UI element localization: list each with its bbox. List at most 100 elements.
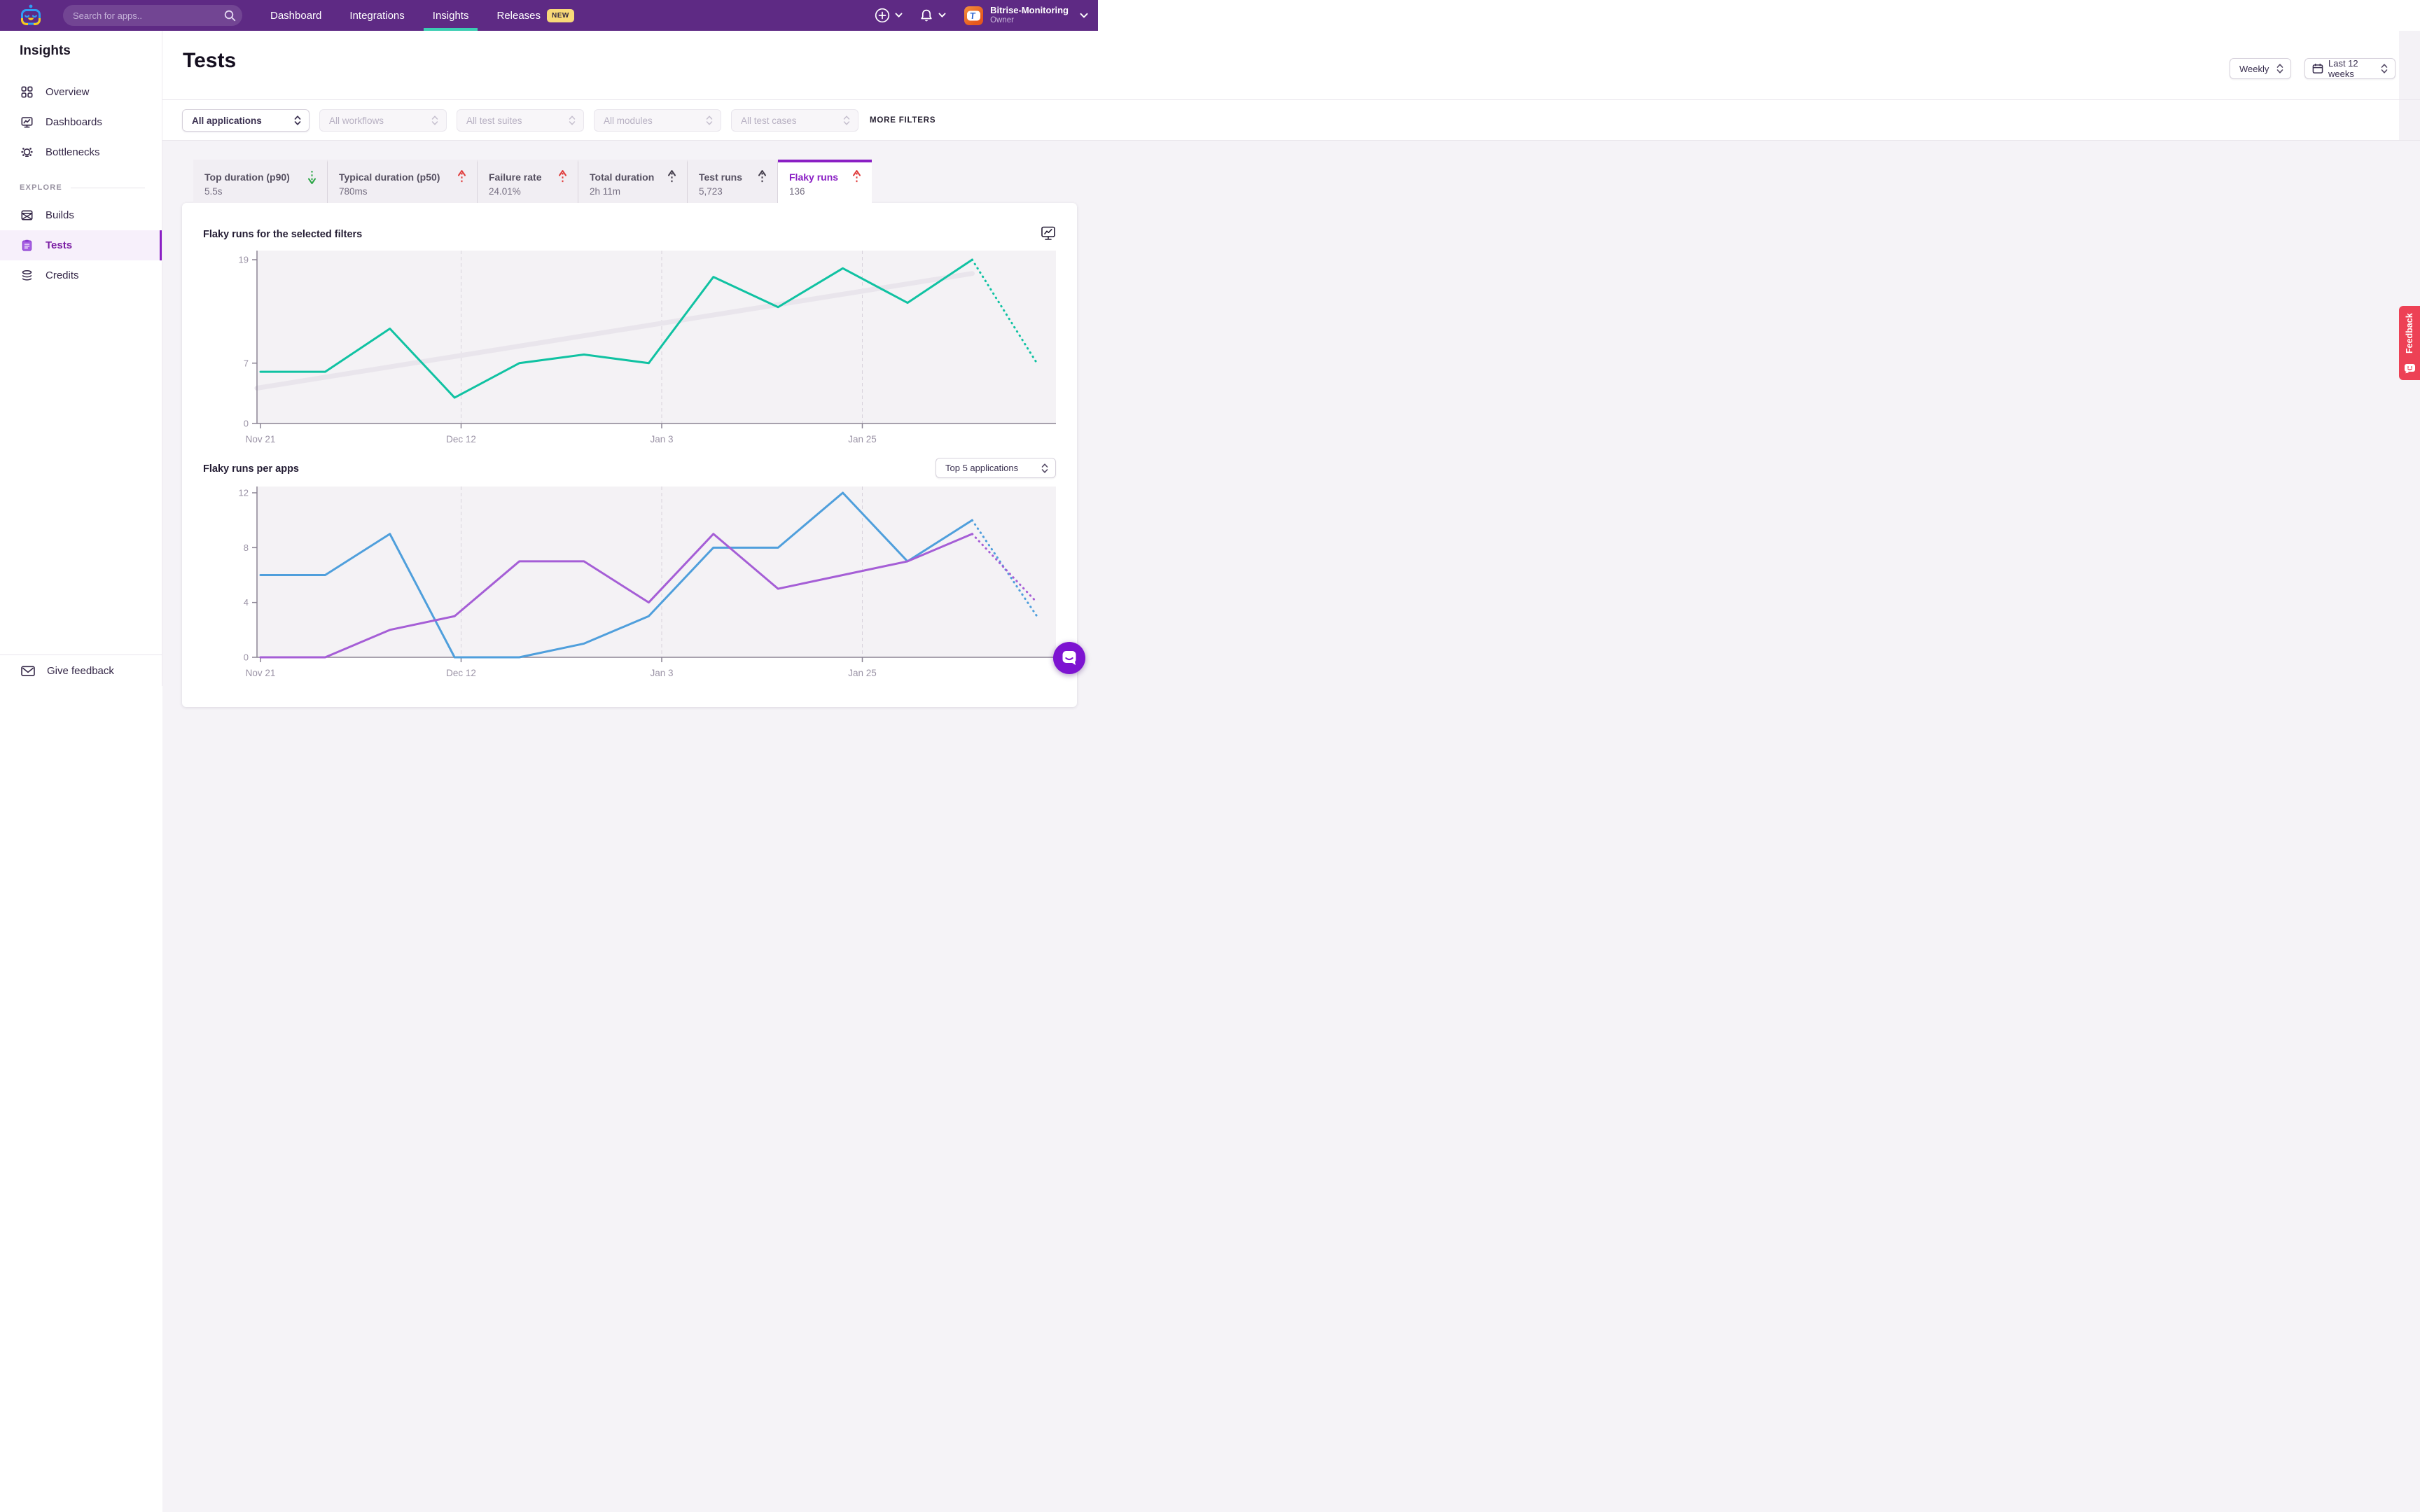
sidebar-item-label: Bottlenecks bbox=[46, 146, 100, 158]
top-nav: Dashboard Integrations Insights Releases… bbox=[0, 0, 1098, 31]
metric-tabs: Top duration (p90) 5.5s Typical duration… bbox=[193, 160, 872, 203]
svg-text:T: T bbox=[969, 10, 976, 21]
nav-right-cluster: T Bitrise-Monitoring Owner bbox=[875, 0, 1088, 31]
search-input[interactable] bbox=[63, 5, 242, 26]
sidebar-title: Insights bbox=[20, 43, 71, 58]
metric-value: 5,723 bbox=[699, 186, 723, 197]
main-content: Tests Weekly Last 12 weeks All applicati… bbox=[162, 31, 2420, 1512]
tests-clipboard-icon bbox=[21, 239, 33, 251]
select-chevrons-icon bbox=[2381, 63, 2388, 74]
give-feedback-button[interactable]: Give feedback bbox=[0, 654, 162, 686]
search-icon bbox=[224, 10, 236, 22]
metric-value: 780ms bbox=[339, 186, 368, 197]
nav-item-dashboard[interactable]: Dashboard bbox=[270, 9, 322, 22]
section-label: EXPLORE bbox=[20, 183, 62, 192]
filter-test-cases: All test cases bbox=[731, 109, 858, 132]
flaky-runs-chart: 0 7 19 Nov 21 Dec 12 Jan 3 Jan 25 bbox=[239, 251, 1056, 444]
select-chevrons-icon bbox=[431, 115, 438, 126]
more-filters-button[interactable]: MORE FILTERS bbox=[870, 116, 936, 125]
sidebar-item-builds[interactable]: Builds bbox=[0, 200, 162, 230]
filters-divider bbox=[162, 140, 2420, 141]
tab-total-duration[interactable]: Total duration 2h 11m bbox=[578, 160, 688, 203]
svg-text:Jan 3: Jan 3 bbox=[650, 668, 673, 678]
metric-value: 24.01% bbox=[489, 186, 521, 197]
svg-text:0: 0 bbox=[244, 652, 249, 663]
chart-title: Flaky runs per apps bbox=[203, 463, 299, 475]
bitrise-logo-icon[interactable] bbox=[18, 4, 43, 27]
trend-down-icon bbox=[307, 169, 317, 186]
interval-select[interactable]: Weekly bbox=[2230, 58, 2291, 79]
sidebar-item-overview[interactable]: Overview bbox=[0, 77, 162, 107]
new-badge: NEW bbox=[547, 8, 574, 22]
tab-failure-rate[interactable]: Failure rate 24.01% bbox=[478, 160, 578, 203]
feedback-tab-label: Feedback bbox=[2405, 313, 2414, 354]
tab-test-runs[interactable]: Test runs 5,723 bbox=[688, 160, 778, 203]
trend-up-icon bbox=[457, 169, 467, 186]
filter-bar: All applications All workflows All test … bbox=[182, 109, 858, 132]
trend-up-icon bbox=[851, 169, 862, 186]
workspace-chevron-down-icon[interactable] bbox=[1080, 13, 1088, 19]
builds-icon bbox=[21, 209, 33, 221]
svg-text:Nov 21: Nov 21 bbox=[246, 434, 276, 444]
grid-icon bbox=[21, 86, 33, 98]
feedback-smiley-bubble-icon bbox=[2404, 363, 2416, 374]
svg-text:Dec 12: Dec 12 bbox=[446, 434, 476, 444]
feedback-tab[interactable]: Feedback bbox=[2399, 306, 2420, 380]
tab-top-duration-p90[interactable]: Top duration (p90) 5.5s bbox=[193, 160, 328, 203]
filter-test-suites: All test suites bbox=[457, 109, 584, 132]
give-feedback-label: Give feedback bbox=[47, 664, 114, 677]
svg-text:7: 7 bbox=[244, 358, 249, 368]
metric-value: 2h 11m bbox=[590, 186, 621, 197]
sidebar-item-label: Builds bbox=[46, 209, 74, 221]
nav-item-insights[interactable]: Insights bbox=[423, 0, 478, 31]
nav-item-releases[interactable]: Releases NEW bbox=[496, 0, 574, 31]
metric-value: 5.5s bbox=[204, 186, 223, 197]
select-chevrons-icon bbox=[2276, 63, 2283, 74]
svg-text:4: 4 bbox=[244, 597, 249, 608]
monitor-chart-icon bbox=[21, 116, 33, 128]
svg-text:12: 12 bbox=[239, 488, 249, 498]
add-chevron-down-icon[interactable] bbox=[895, 13, 903, 18]
add-to-dashboard-icon[interactable] bbox=[1041, 225, 1056, 241]
sidebar-item-credits[interactable]: Credits bbox=[0, 260, 162, 290]
workspace-avatar[interactable]: T bbox=[964, 6, 984, 25]
tab-typical-duration-p50[interactable]: Typical duration (p50) 780ms bbox=[328, 160, 478, 203]
workspace-name: Bitrise-Monitoring bbox=[990, 4, 1069, 15]
metric-value: 136 bbox=[789, 186, 805, 197]
workspace-info[interactable]: Bitrise-Monitoring Owner bbox=[990, 4, 1069, 25]
sidebar: Insights Overview Dashboards Bottlenecks… bbox=[0, 31, 162, 686]
sidebar-item-dashboards[interactable]: Dashboards bbox=[0, 107, 162, 137]
envelope-icon bbox=[21, 665, 35, 677]
filter-workflows: All workflows bbox=[319, 109, 447, 132]
tab-flaky-runs[interactable]: Flaky runs 136 bbox=[778, 160, 872, 203]
chart-title: Flaky runs for the selected filters bbox=[203, 229, 363, 240]
calendar-icon bbox=[2312, 63, 2323, 74]
select-chevrons-icon bbox=[1041, 463, 1048, 474]
date-range-select[interactable]: Last 12 weeks bbox=[2304, 58, 2395, 79]
chat-launcher-button[interactable] bbox=[1053, 642, 1085, 674]
coin-stack-icon bbox=[21, 270, 33, 281]
sidebar-item-label: Tests bbox=[46, 239, 73, 251]
page-title: Tests bbox=[183, 49, 237, 72]
sidebar-item-tests[interactable]: Tests bbox=[0, 230, 162, 260]
nav-item-integrations[interactable]: Integrations bbox=[349, 9, 405, 22]
notifications-chevron-down-icon[interactable] bbox=[938, 13, 946, 18]
nav-links: Dashboard Integrations Insights Releases… bbox=[270, 0, 574, 31]
flaky-runs-per-apps-chart: 0 4 8 12 Nov 21 Dec 12 Jan 3 Jan 25 bbox=[239, 486, 1056, 678]
sidebar-item-label: Overview bbox=[46, 86, 90, 98]
chat-bubble-icon bbox=[1062, 651, 1076, 666]
svg-text:Jan 25: Jan 25 bbox=[848, 434, 877, 444]
sidebar-item-bottlenecks[interactable]: Bottlenecks bbox=[0, 137, 162, 167]
select-chevrons-icon bbox=[843, 115, 850, 126]
select-chevrons-icon bbox=[294, 115, 301, 126]
sidebar-section-explore: EXPLORE bbox=[0, 179, 162, 196]
active-tab-underline bbox=[423, 28, 478, 31]
lightbulb-icon bbox=[21, 146, 33, 158]
add-icon[interactable] bbox=[875, 8, 890, 23]
select-chevrons-icon bbox=[569, 115, 576, 126]
bell-icon[interactable] bbox=[919, 8, 933, 23]
svg-text:0: 0 bbox=[244, 419, 249, 429]
filter-applications[interactable]: All applications bbox=[182, 109, 310, 132]
top-applications-select[interactable]: Top 5 applications bbox=[936, 458, 1056, 478]
svg-text:8: 8 bbox=[244, 542, 249, 553]
